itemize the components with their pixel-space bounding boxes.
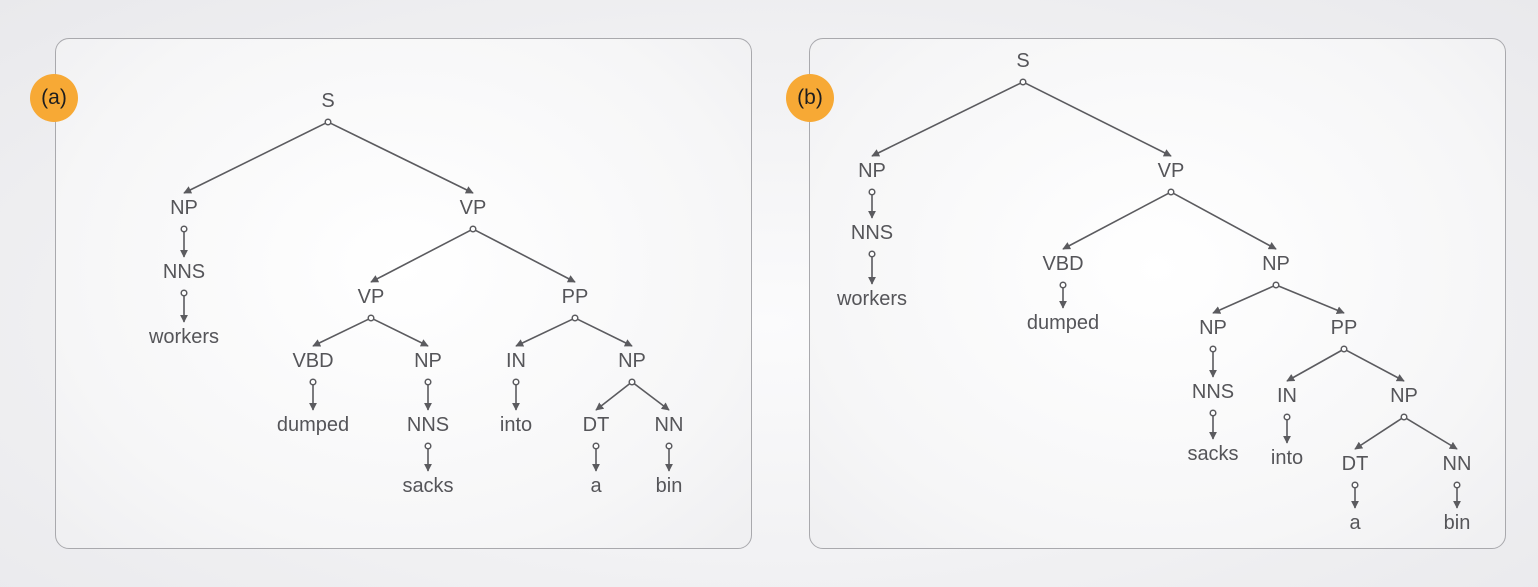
tree-edge-b9-b12 <box>1286 349 1342 382</box>
tree-panel-a <box>55 38 752 549</box>
tree-edge-b6-b8 <box>1212 285 1274 314</box>
panel-badge-b: (b) <box>786 74 834 122</box>
tree-node-nns-b3: NNS <box>851 222 893 244</box>
panel-badge-a: (a) <box>30 74 78 122</box>
tree-node-pp-b9: PP <box>1331 317 1358 339</box>
tree-edge-a2-a5 <box>370 229 471 283</box>
tree-branch-point-b15 <box>1351 481 1359 489</box>
tree-edge-a5-a7 <box>312 318 369 347</box>
tree-node-bin-a18: bin <box>656 475 683 497</box>
tree-node-dumped-b7: dumped <box>1027 312 1099 334</box>
tree-branch-point-b9 <box>1340 345 1348 353</box>
tree-node-sacks-b11: sacks <box>1187 443 1238 465</box>
tree-branch-point-b5 <box>1059 281 1067 289</box>
tree-node-nn-b16: NN <box>1443 453 1472 475</box>
tree-branch-point-a12 <box>512 378 520 386</box>
tree-node-vbd-a7: VBD <box>292 350 333 372</box>
tree-node-dumped-a9: dumped <box>277 414 349 436</box>
tree-node-np-b1: NP <box>858 160 886 182</box>
tree-edge-a2-a6 <box>475 229 576 283</box>
tree-edge-b2-b5 <box>1062 192 1169 250</box>
tree-node-vbd-b5: VBD <box>1042 253 1083 275</box>
tree-edge-b0-b2 <box>1025 82 1172 157</box>
tree-panel-b <box>809 38 1506 549</box>
tree-branch-point-b10 <box>1209 409 1217 417</box>
tree-node-np-b8: NP <box>1199 317 1227 339</box>
tree-edge-a6-a12 <box>515 318 573 347</box>
tree-edge-a0-a2 <box>330 122 474 194</box>
tree-node-nns-b10: NNS <box>1192 381 1234 403</box>
tree-node-in-b12: IN <box>1277 385 1297 407</box>
tree-node-into-a14: into <box>500 414 532 436</box>
tree-node-nn-a16: NN <box>655 414 684 436</box>
tree-branch-point-a7 <box>309 378 317 386</box>
tree-node-s-a0: S <box>321 90 334 112</box>
tree-node-bin-b18: bin <box>1444 512 1471 534</box>
tree-branch-point-b2 <box>1167 188 1175 196</box>
tree-node-nns-a10: NNS <box>407 414 449 436</box>
tree-branch-point-a5 <box>367 314 375 322</box>
tree-node-vp-a5: VP <box>358 286 385 308</box>
tree-node-in-a12: IN <box>506 350 526 372</box>
tree-branch-point-a16 <box>665 442 673 450</box>
tree-node-a-b17: a <box>1349 512 1361 534</box>
tree-branch-point-a10 <box>424 442 432 450</box>
tree-edge-b2-b6 <box>1173 192 1277 250</box>
tree-node-vp-b2: VP <box>1158 160 1185 182</box>
tree-edge-a6-a13 <box>577 318 633 347</box>
tree-edge-b9-b13 <box>1346 349 1405 382</box>
tree-branch-point-b3 <box>868 250 876 258</box>
tree-node-dt-a15: DT <box>583 414 610 436</box>
tree-node-np-a13: NP <box>618 350 646 372</box>
tree-branch-point-a15 <box>592 442 600 450</box>
tree-node-pp-a6: PP <box>562 286 589 308</box>
tree-node-np-b6: NP <box>1262 253 1290 275</box>
tree-node-workers-b4: workers <box>836 288 907 310</box>
tree-branch-point-b8 <box>1209 345 1217 353</box>
tree-edge-a5-a8 <box>373 318 429 347</box>
tree-branch-point-b0 <box>1019 78 1027 86</box>
tree-branch-point-a0 <box>324 118 332 126</box>
tree-node-np-a8: NP <box>414 350 442 372</box>
tree-edge-a13-a15 <box>595 383 631 411</box>
tree-node-nns-a3: NNS <box>163 261 205 283</box>
tree-node-workers-a4: workers <box>148 326 219 348</box>
tree-node-dt-b15: DT <box>1342 453 1369 475</box>
tree-branch-point-a6 <box>571 314 579 322</box>
tree-branch-point-a3 <box>180 289 188 297</box>
tree-node-into-b14: into <box>1271 447 1303 469</box>
tree-node-a-a17: a <box>590 475 602 497</box>
tree-branch-point-b12 <box>1283 413 1291 421</box>
tree-branch-point-a1 <box>180 225 188 233</box>
tree-branch-point-a8 <box>424 378 432 386</box>
tree-node-np-b13: NP <box>1390 385 1418 407</box>
tree-branch-point-b16 <box>1453 481 1461 489</box>
tree-edge-b13-b16 <box>1406 417 1458 450</box>
tree-edge-b13-b15 <box>1354 417 1402 450</box>
tree-edge-a13-a16 <box>633 383 670 411</box>
tree-branch-point-b13 <box>1400 413 1408 421</box>
tree-node-s-b0: S <box>1016 50 1029 72</box>
tree-edge-b6-b9 <box>1278 285 1345 314</box>
tree-node-np-a1: NP <box>170 197 198 219</box>
tree-branch-point-b6 <box>1272 281 1280 289</box>
tree-branch-point-a2 <box>469 225 477 233</box>
tree-edge-a0-a1 <box>183 122 326 194</box>
tree-branch-point-a13 <box>628 378 636 386</box>
tree-node-vp-a2: VP <box>460 197 487 219</box>
tree-branch-point-b1 <box>868 188 876 196</box>
tree-edge-b0-b1 <box>871 82 1021 157</box>
tree-node-sacks-a11: sacks <box>402 475 453 497</box>
